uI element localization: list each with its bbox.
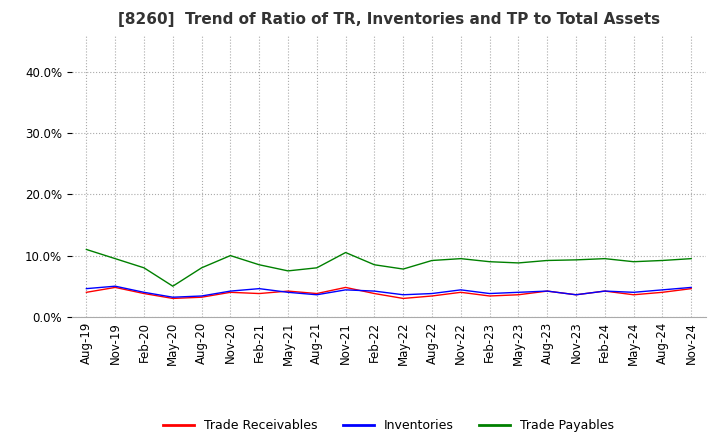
Trade Receivables [600,289,609,294]
Trade Payables [341,250,350,255]
Trade Payables [514,260,523,266]
Inventories [428,291,436,296]
Trade Receivables [312,291,321,296]
Inventories [485,291,494,296]
Trade Payables [456,256,465,261]
Trade Receivables [370,291,379,296]
Inventories [111,283,120,289]
Trade Receivables [197,294,206,300]
Trade Receivables [428,293,436,299]
Trade Receivables [111,285,120,290]
Inventories [514,290,523,295]
Inventories [197,293,206,299]
Trade Payables [629,259,638,264]
Trade Payables [255,262,264,268]
Inventories [255,286,264,291]
Inventories [140,290,148,295]
Trade Payables [197,265,206,271]
Trade Receivables [399,296,408,301]
Trade Payables [82,247,91,252]
Inventories [341,287,350,293]
Inventories [312,292,321,297]
Line: Trade Payables: Trade Payables [86,249,691,286]
Inventories [572,292,580,297]
Trade Receivables [572,292,580,297]
Trade Receivables [284,289,292,294]
Inventories [629,290,638,295]
Trade Payables [485,259,494,264]
Trade Payables [572,257,580,263]
Trade Receivables [514,292,523,297]
Trade Payables [111,256,120,261]
Trade Receivables [140,291,148,296]
Inventories [82,286,91,291]
Trade Receivables [485,293,494,299]
Trade Payables [428,258,436,263]
Trade Receivables [82,290,91,295]
Inventories [399,292,408,297]
Trade Payables [226,253,235,258]
Inventories [168,294,177,300]
Inventories [370,289,379,294]
Inventories [658,287,667,293]
Inventories [600,289,609,294]
Trade Receivables [255,291,264,296]
Trade Payables [140,265,148,271]
Line: Inventories: Inventories [86,286,691,297]
Trade Payables [543,258,552,263]
Trade Payables [600,256,609,261]
Line: Trade Receivables: Trade Receivables [86,287,691,298]
Trade Payables [168,283,177,289]
Trade Receivables [687,286,696,291]
Inventories [687,285,696,290]
Legend: Trade Receivables, Inventories, Trade Payables: Trade Receivables, Inventories, Trade Pa… [158,414,619,437]
Trade Receivables [226,290,235,295]
Trade Receivables [629,292,638,297]
Inventories [543,289,552,294]
Trade Receivables [341,285,350,290]
Trade Receivables [658,290,667,295]
Trade Payables [658,258,667,263]
Title: [8260]  Trend of Ratio of TR, Inventories and TP to Total Assets: [8260] Trend of Ratio of TR, Inventories… [118,12,660,27]
Trade Payables [284,268,292,274]
Trade Payables [687,256,696,261]
Inventories [456,287,465,293]
Trade Receivables [456,290,465,295]
Trade Receivables [543,289,552,294]
Trade Payables [312,265,321,271]
Trade Payables [370,262,379,268]
Inventories [284,290,292,295]
Trade Payables [399,266,408,271]
Trade Receivables [168,296,177,301]
Inventories [226,289,235,294]
